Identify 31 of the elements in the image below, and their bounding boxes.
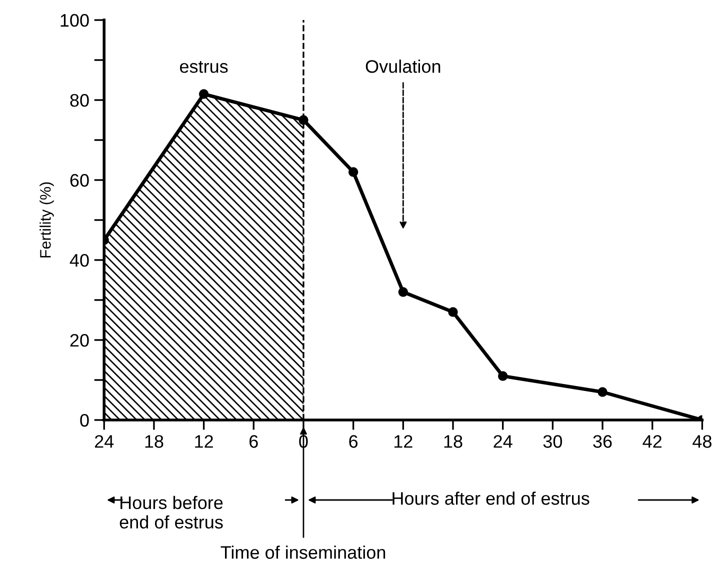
x-tick-label: 18 xyxy=(145,435,164,448)
text: Hours after end of estrus xyxy=(392,492,590,505)
y-tick-label: 100 xyxy=(60,14,89,27)
annotation: Ovulation xyxy=(366,60,440,73)
x-tick-label: 12 xyxy=(394,435,412,448)
annotation: estrus xyxy=(180,61,228,73)
x-tick-label: 42 xyxy=(642,435,662,448)
y-tick-label: 0 xyxy=(80,414,89,427)
y-tick-label: 20 xyxy=(70,334,89,347)
x-tick-label: 36 xyxy=(593,435,612,448)
y-axis-title: Fertility (%) xyxy=(40,182,54,258)
x-tick-label: 6 xyxy=(349,435,358,448)
point xyxy=(198,89,209,99)
x-tick-label: 12 xyxy=(195,435,213,448)
point xyxy=(498,371,508,381)
point xyxy=(398,287,408,297)
x-tick-label: 30 xyxy=(543,435,562,448)
x-tick-label: 48 xyxy=(692,435,712,448)
text: Time of insemination xyxy=(220,546,386,559)
text: Hours before end of estrus xyxy=(120,496,223,529)
x-tick-label: 24 xyxy=(494,435,512,448)
point xyxy=(298,115,308,125)
y-tick-label: 40 xyxy=(70,254,89,267)
point xyxy=(448,307,458,317)
x-tick-label: 24 xyxy=(94,435,114,448)
point xyxy=(598,387,608,397)
x-tick-label: 6 xyxy=(250,435,258,448)
x-tick-label: 18 xyxy=(444,435,462,448)
y-tick-label: 80 xyxy=(70,94,89,107)
y-tick-label: 60 xyxy=(70,174,89,187)
point xyxy=(348,167,358,177)
